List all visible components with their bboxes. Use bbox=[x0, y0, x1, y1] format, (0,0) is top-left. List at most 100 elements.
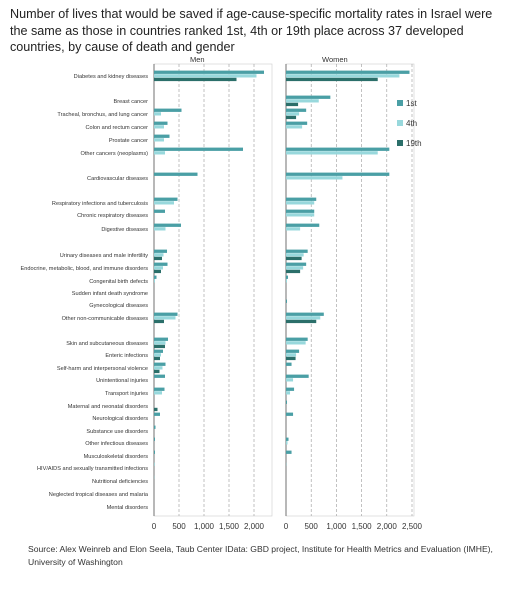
bar-1st-men bbox=[154, 172, 198, 176]
category-label: Respiratory infections and tuberculosis bbox=[52, 201, 148, 207]
legend-label: 4th bbox=[406, 119, 417, 128]
bar-1st-men bbox=[154, 349, 163, 353]
x-tick-label: 1,000 bbox=[326, 522, 347, 531]
category-label: Chronic respiratory diseases bbox=[77, 213, 148, 219]
category-label: Gynecological diseases bbox=[89, 303, 148, 309]
bar-1st-women bbox=[286, 349, 300, 353]
category-label: Other cancers (neoplasms) bbox=[81, 151, 149, 157]
bar-1st-men bbox=[154, 437, 155, 441]
legend-label: 19th bbox=[406, 139, 422, 148]
bar-1st-men bbox=[154, 337, 168, 341]
bar-4th-men bbox=[154, 201, 174, 205]
bar-4th-women bbox=[286, 125, 303, 129]
category-label: Unintentional injuries bbox=[96, 378, 148, 384]
category-label: Mental disorders bbox=[107, 505, 149, 511]
bar-1st-men bbox=[154, 412, 160, 416]
bar-1st-women bbox=[286, 95, 331, 99]
bar-19th-women bbox=[286, 115, 297, 120]
bar-1st-women bbox=[286, 450, 292, 454]
x-tick-label: 2,000 bbox=[244, 522, 265, 531]
bar-19th-women bbox=[286, 77, 378, 82]
bar-1st-men bbox=[154, 275, 157, 279]
panel-title: Men bbox=[190, 55, 205, 64]
bar-4th-men bbox=[154, 391, 162, 395]
bar-4th-women bbox=[286, 176, 343, 180]
category-label: Other non-communicable diseases bbox=[62, 316, 149, 322]
bar-4th-women bbox=[286, 378, 294, 382]
category-label: Colon and rectum cancer bbox=[86, 125, 149, 131]
x-tick-label: 2,500 bbox=[402, 522, 423, 531]
x-tick-label: 1,500 bbox=[352, 522, 373, 531]
bar-4th-men bbox=[154, 227, 166, 231]
bar-4th-men bbox=[154, 112, 161, 116]
bar-1st-women bbox=[286, 70, 410, 74]
bar-1st-men bbox=[154, 387, 165, 391]
category-label: Endocrine, metabolic, blood, and immune … bbox=[21, 266, 149, 272]
bar-4th-women bbox=[286, 74, 400, 78]
category-label: Transport injuries bbox=[105, 391, 148, 397]
category-label: Congenital birth defects bbox=[89, 279, 148, 285]
bar-4th-men bbox=[154, 253, 164, 257]
category-label: Tracheal, bronchus, and lung cancer bbox=[57, 112, 148, 118]
bar-1st-women bbox=[286, 312, 324, 316]
category-label: Musculoskeletal disorders bbox=[84, 454, 149, 460]
legend-swatch bbox=[397, 100, 403, 106]
bar-4th-women bbox=[286, 391, 291, 395]
bar-1st-men bbox=[154, 462, 155, 466]
category-label: Cardiovascular diseases bbox=[87, 176, 148, 182]
x-tick-label: 1,000 bbox=[194, 522, 215, 531]
category-label: Enteric infections bbox=[105, 353, 148, 359]
bar-19th-men bbox=[154, 356, 160, 361]
category-label: Maternal and neonatal disorders bbox=[68, 404, 148, 410]
x-tick-label: 500 bbox=[305, 522, 319, 531]
x-tick-label: 2,000 bbox=[377, 522, 398, 531]
panel-women: Women 0 500 1,000 1,500 2,000 2,500 bbox=[284, 55, 423, 531]
bar-1st-men bbox=[154, 425, 156, 429]
bar-19th-women bbox=[286, 256, 302, 261]
bar-1st-men bbox=[154, 450, 155, 454]
bar-1st-men bbox=[154, 197, 178, 201]
bar-4th-women bbox=[286, 201, 315, 205]
bar-1st-women bbox=[286, 197, 317, 201]
bar-4th-women bbox=[286, 227, 301, 231]
bar-4th-men bbox=[154, 353, 161, 357]
bar-4th-men bbox=[154, 74, 257, 78]
x-tick-label: 1,500 bbox=[219, 522, 240, 531]
bar-4th-men bbox=[154, 151, 165, 155]
bar-19th-women bbox=[286, 269, 301, 274]
panel-men: Men 0 500 1,000 1,500 2,000 bbox=[152, 55, 273, 531]
category-labels: Diabetes and kidney diseases Breast cance… bbox=[21, 74, 149, 511]
bar-1st-women bbox=[286, 209, 315, 213]
x-tick-label: 500 bbox=[172, 522, 186, 531]
bar-4th-women bbox=[286, 341, 306, 345]
bar-4th-men bbox=[154, 366, 163, 370]
bar-1st-women bbox=[286, 172, 390, 176]
bar-4th-women bbox=[286, 316, 321, 320]
bar-1st-men bbox=[154, 134, 170, 138]
category-label: HIV/AIDS and sexually transmitted infect… bbox=[37, 466, 148, 472]
bar-4th-men bbox=[154, 341, 166, 345]
chart-title: Number of lives that would be saved if a… bbox=[10, 7, 493, 54]
bar-1st-women bbox=[286, 374, 309, 378]
bar-4th-women bbox=[286, 353, 297, 357]
bar-1st-men bbox=[154, 312, 178, 316]
category-label: Prostate cancer bbox=[109, 138, 148, 144]
bar-19th-women bbox=[286, 356, 296, 361]
bar-19th-men bbox=[154, 269, 161, 274]
category-label: Other infectious diseases bbox=[85, 441, 148, 447]
bar-1st-women bbox=[286, 262, 307, 266]
category-label: Breast cancer bbox=[113, 99, 148, 105]
bar-19th-men bbox=[154, 344, 165, 349]
category-label: Neglected tropical diseases and malaria bbox=[49, 492, 149, 498]
bar-1st-men bbox=[154, 374, 165, 378]
bar-1st-women bbox=[286, 121, 308, 125]
bar-1st-women bbox=[286, 275, 289, 279]
bar-19th-men bbox=[154, 319, 164, 324]
bar-4th-women bbox=[286, 279, 288, 283]
bar-1st-women bbox=[286, 249, 308, 253]
legend-swatch bbox=[397, 120, 403, 126]
bar-1st-men bbox=[154, 223, 181, 227]
bar-4th-women bbox=[286, 213, 315, 217]
bar-1st-women bbox=[286, 147, 390, 151]
bar-1st-women bbox=[286, 437, 289, 441]
